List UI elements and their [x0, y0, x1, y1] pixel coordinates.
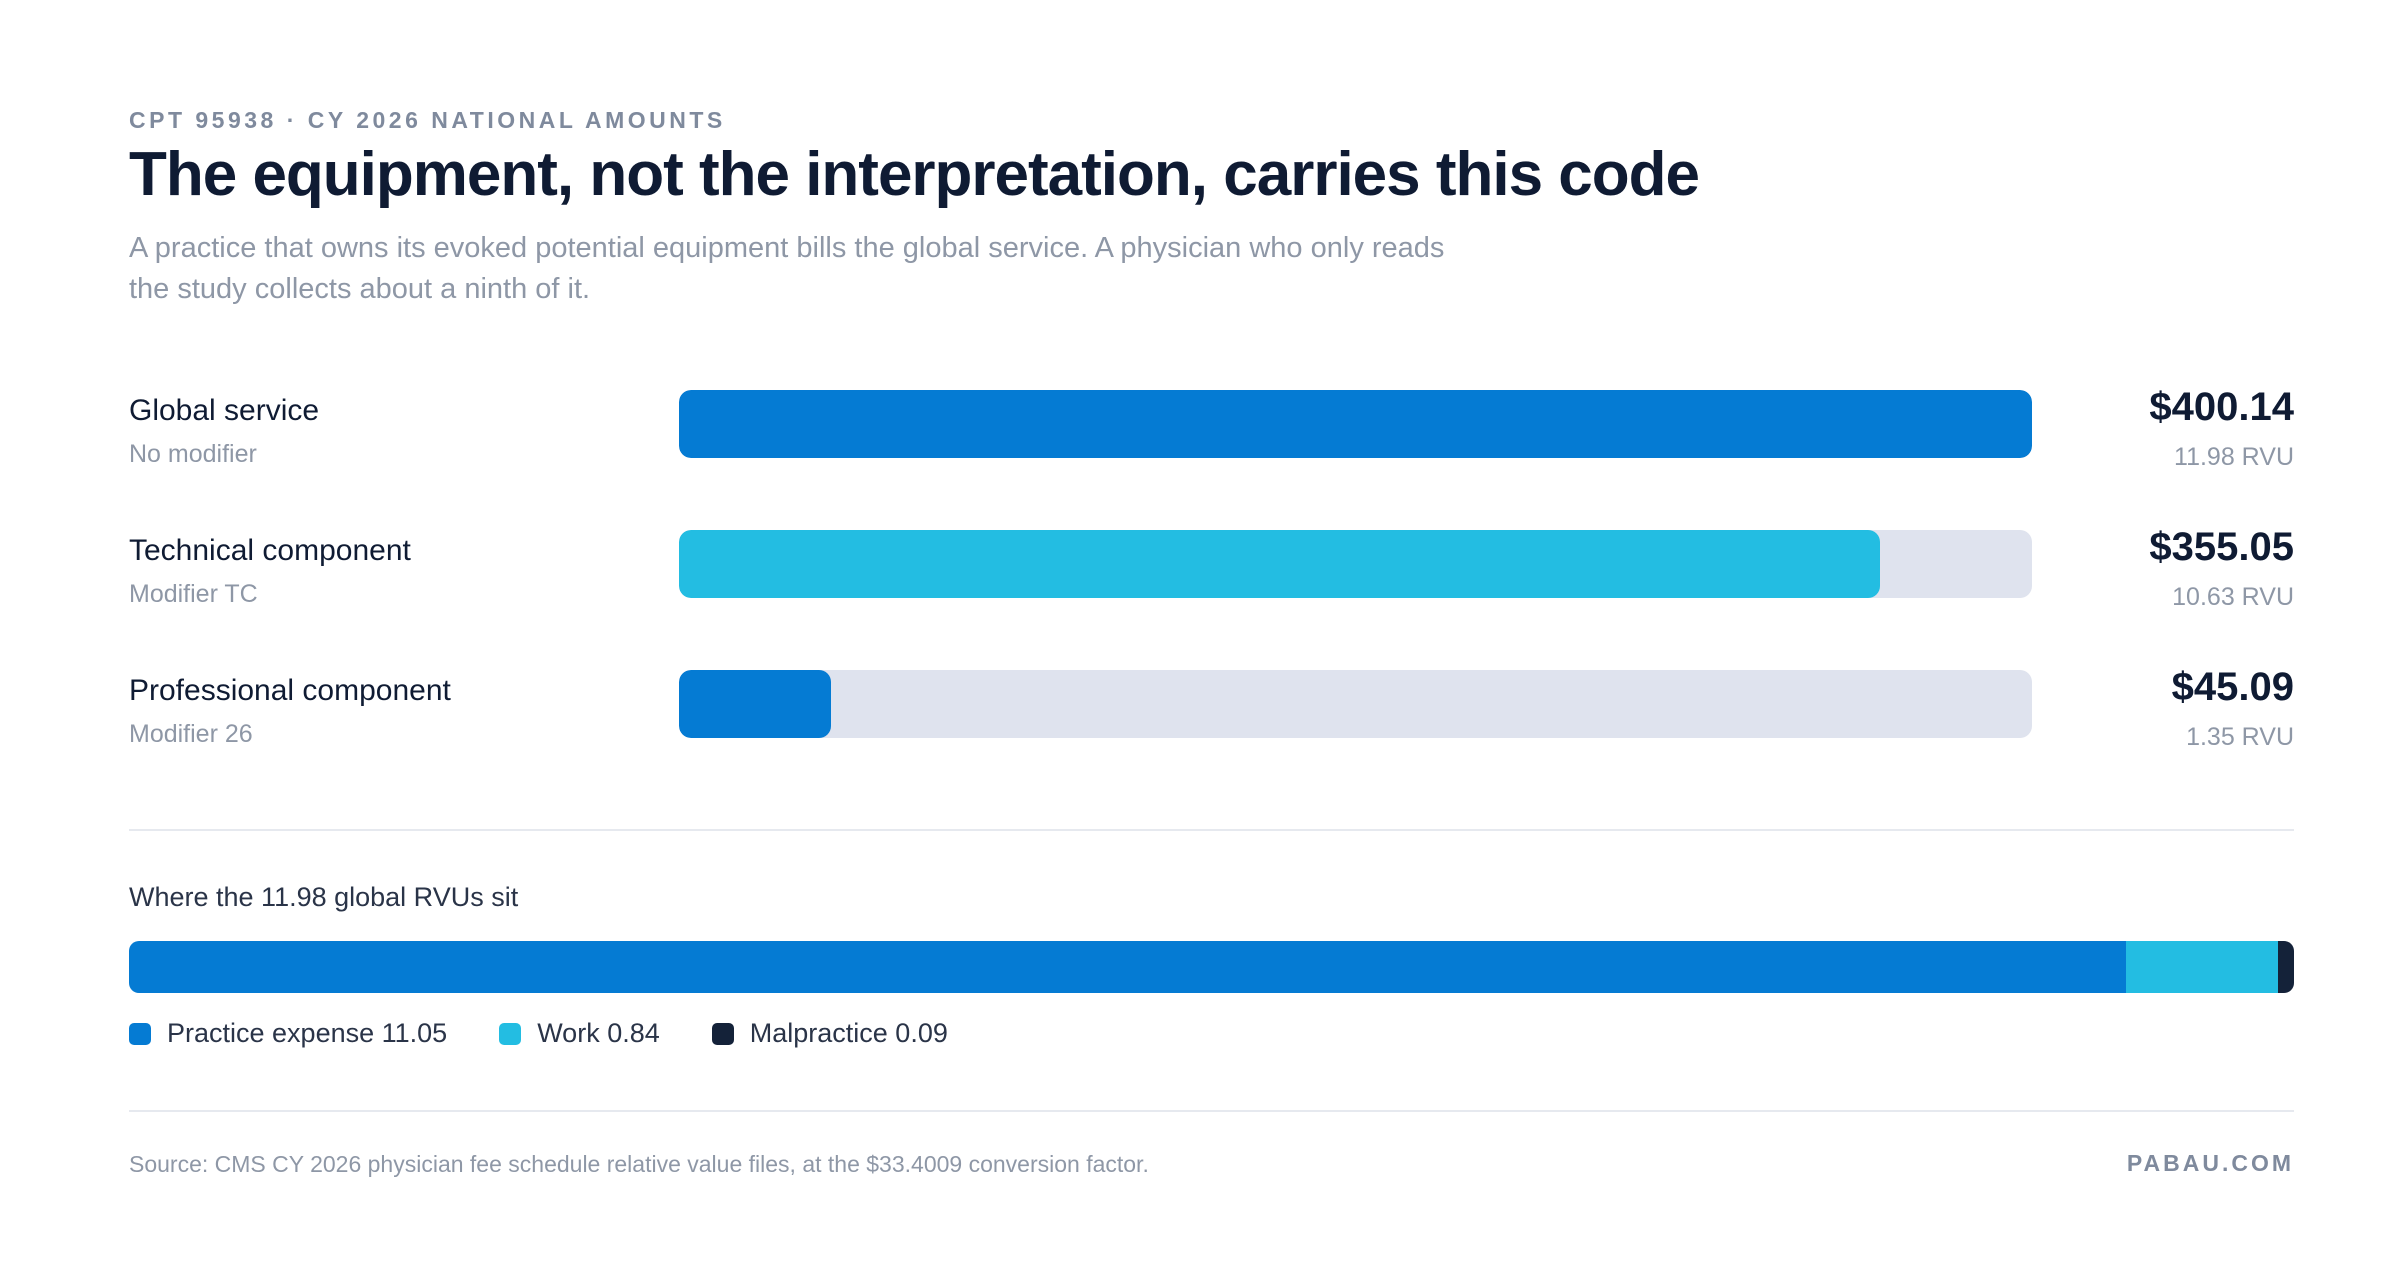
bar-rvu-label: 1.35 RVU: [2186, 723, 2294, 751]
divider: [129, 1110, 2294, 1112]
chart-page: CPT 95938 · CY 2026 NATIONAL AMOUNTS The…: [129, 0, 2294, 1276]
legend-item-practice-expense: Practice expense 11.05: [129, 1018, 447, 1049]
bar-fill-technical: [679, 530, 1880, 598]
bar-row-global: Global service No modifier $400.14 11.98…: [129, 385, 2294, 490]
chart-subtitle: A practice that owns its evoked potentia…: [129, 232, 1445, 305]
bar-row-technical: Technical component Modifier TC $355.05 …: [129, 525, 2294, 630]
legend-item-malpractice: Malpractice 0.09: [711, 1018, 948, 1049]
eyebrow: CPT 95938 · CY 2026 NATIONAL AMOUNTS: [129, 107, 726, 133]
bar-value-label: $45.09: [2171, 665, 2294, 709]
legend-item-work: Work 0.84: [499, 1018, 660, 1049]
rvu-stacked-bar: [129, 941, 2294, 993]
legend-swatch: [711, 1022, 734, 1045]
chart-title: The equipment, not the interpretation, c…: [129, 140, 1700, 209]
legend-swatch: [129, 1022, 151, 1045]
divider: [129, 829, 2294, 831]
rvu-split-title: Where the 11.98 global RVUs sit: [129, 882, 519, 912]
legend-label: Work 0.84: [537, 1018, 660, 1048]
bar-sublabel: No modifier: [129, 440, 257, 468]
segment-work: [2125, 941, 2278, 993]
bar-row-professional: Professional component Modifier 26 $45.0…: [129, 665, 2294, 770]
segment-malpractice: [2277, 941, 2294, 993]
bar-fill-professional: [679, 670, 832, 738]
source-note: Source: CMS CY 2026 physician fee schedu…: [129, 1151, 1149, 1177]
bar-sublabel: Modifier 26: [129, 720, 253, 748]
legend-label: Practice expense 11.05: [167, 1018, 448, 1048]
bar-rvu-label: 10.63 RVU: [2172, 583, 2294, 611]
bar-sublabel: Modifier TC: [129, 580, 258, 608]
bar-label: Global service: [129, 394, 320, 427]
bar-track: [679, 670, 2032, 738]
bar-track: [679, 530, 2032, 598]
bar-value-label: $355.05: [2149, 525, 2294, 569]
bar-label: Professional component: [129, 674, 451, 707]
bar-fill-global: [679, 390, 2032, 458]
legend-swatch: [499, 1022, 522, 1045]
bar-value-label: $400.14: [2149, 385, 2294, 429]
segment-practice-expense: [129, 941, 2126, 993]
bar-track: [679, 390, 2032, 458]
bar-rvu-label: 11.98 RVU: [2174, 443, 2294, 471]
legend-label: Malpractice 0.09: [749, 1018, 948, 1048]
brand-logo-text: PABAU.COM: [2126, 1150, 2294, 1176]
bar-label: Technical component: [129, 534, 411, 567]
legend: Practice expense 11.05 Work 0.84 Malprac…: [129, 1018, 948, 1049]
